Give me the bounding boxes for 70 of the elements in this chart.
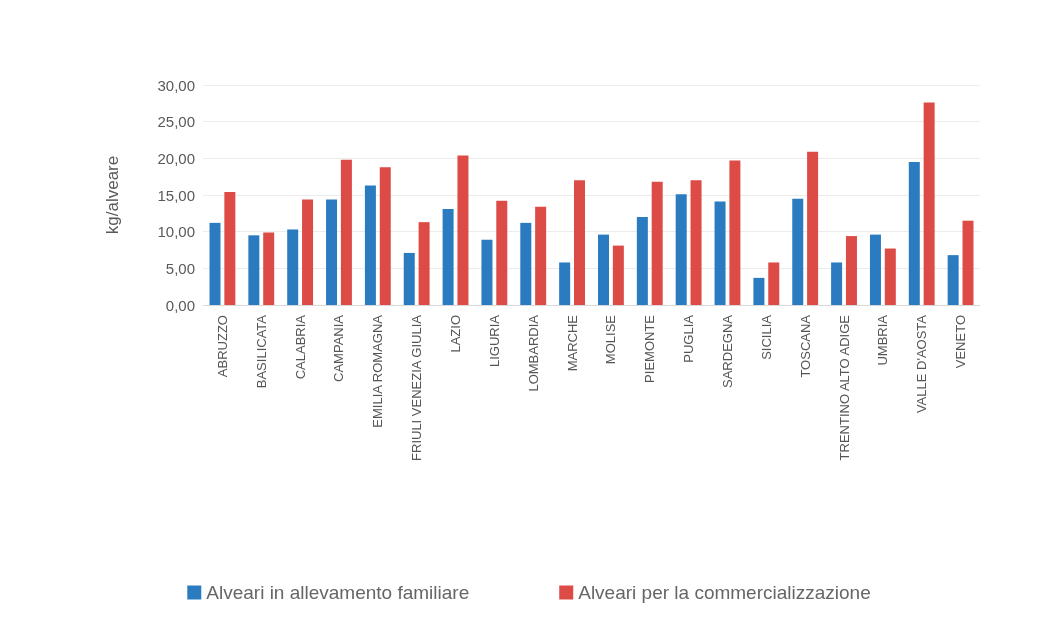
bar bbox=[831, 262, 843, 305]
bar bbox=[481, 239, 493, 305]
bar bbox=[714, 201, 726, 305]
bar bbox=[768, 262, 780, 305]
bar bbox=[496, 200, 508, 305]
y-tick-label: 10,00 bbox=[157, 223, 195, 241]
bar bbox=[612, 245, 624, 305]
bar bbox=[442, 208, 454, 305]
x-tick-label: MOLISE bbox=[603, 314, 619, 365]
bar bbox=[379, 167, 391, 305]
bar bbox=[636, 217, 648, 305]
x-tick-label: VENETO bbox=[953, 315, 969, 369]
x-tick-label: TRENTINO ALTO ADIGE bbox=[836, 314, 852, 461]
x-tick-label: TOSCANA bbox=[797, 314, 813, 378]
x-tick-label: SICILIA bbox=[758, 314, 774, 360]
y-tick-label: 20,00 bbox=[157, 149, 195, 167]
bar bbox=[845, 236, 857, 305]
bar bbox=[263, 232, 275, 305]
bar bbox=[962, 220, 974, 305]
x-tick-label: CAMPANIA bbox=[331, 314, 347, 382]
bar bbox=[869, 234, 881, 305]
bar bbox=[248, 235, 260, 305]
bar bbox=[520, 222, 532, 305]
x-tick-label: ABRUZZO bbox=[214, 315, 230, 378]
x-tick-label: PUGLIA bbox=[681, 314, 697, 363]
bar bbox=[598, 234, 609, 305]
y-axis-title: kg/alveare bbox=[103, 155, 122, 235]
y-tick-label: 25,00 bbox=[157, 113, 195, 131]
x-tick-label: CALABRIA bbox=[292, 314, 308, 380]
x-tick-label: PIEMONTE bbox=[642, 314, 658, 383]
x-tick-label: LOMBARDIA bbox=[525, 314, 541, 392]
bar bbox=[792, 198, 804, 305]
bar bbox=[302, 199, 314, 305]
x-tick-label: BASILICATA bbox=[253, 314, 269, 389]
x-tick-label: LAZIO bbox=[448, 315, 464, 353]
y-tick-label: 15,00 bbox=[157, 186, 195, 204]
bar bbox=[340, 159, 352, 305]
bar bbox=[753, 277, 765, 305]
x-tick-label: SARDEGNA bbox=[719, 314, 735, 388]
x-tick-label: UMBRIA bbox=[875, 314, 891, 366]
bar bbox=[651, 181, 663, 305]
bar bbox=[209, 222, 221, 305]
y-tick-label: 0,00 bbox=[165, 296, 195, 314]
bar bbox=[287, 229, 299, 305]
bar bbox=[574, 180, 585, 305]
bar bbox=[675, 194, 687, 305]
bar bbox=[224, 192, 236, 305]
y-tick-label: 30,00 bbox=[157, 76, 195, 94]
y-tick-label: 5,00 bbox=[165, 259, 195, 277]
x-tick-label: FRIULI VENEZIA GIULIA bbox=[409, 314, 425, 461]
bar bbox=[559, 262, 571, 305]
bar bbox=[457, 155, 469, 305]
bar bbox=[923, 102, 935, 305]
bar bbox=[403, 252, 415, 305]
bar bbox=[884, 248, 896, 305]
x-tick-label: LIGURIA bbox=[486, 314, 502, 368]
x-tick-label: EMILIA ROMAGNA bbox=[370, 314, 386, 428]
bar bbox=[947, 255, 959, 305]
bar bbox=[690, 180, 702, 305]
bar bbox=[535, 206, 547, 305]
legend-label: Alveari per la commercializzazione bbox=[578, 582, 871, 603]
bar bbox=[326, 199, 338, 305]
bar bbox=[418, 222, 430, 305]
x-tick-label: MARCHE bbox=[564, 314, 580, 372]
bar bbox=[364, 185, 376, 305]
bar bbox=[807, 151, 819, 305]
bar bbox=[908, 162, 920, 305]
legend-label: Alveari in allevamento familiare bbox=[206, 582, 470, 603]
x-tick-label: VALLE D'AOSTA bbox=[914, 314, 930, 414]
bar bbox=[729, 160, 741, 305]
